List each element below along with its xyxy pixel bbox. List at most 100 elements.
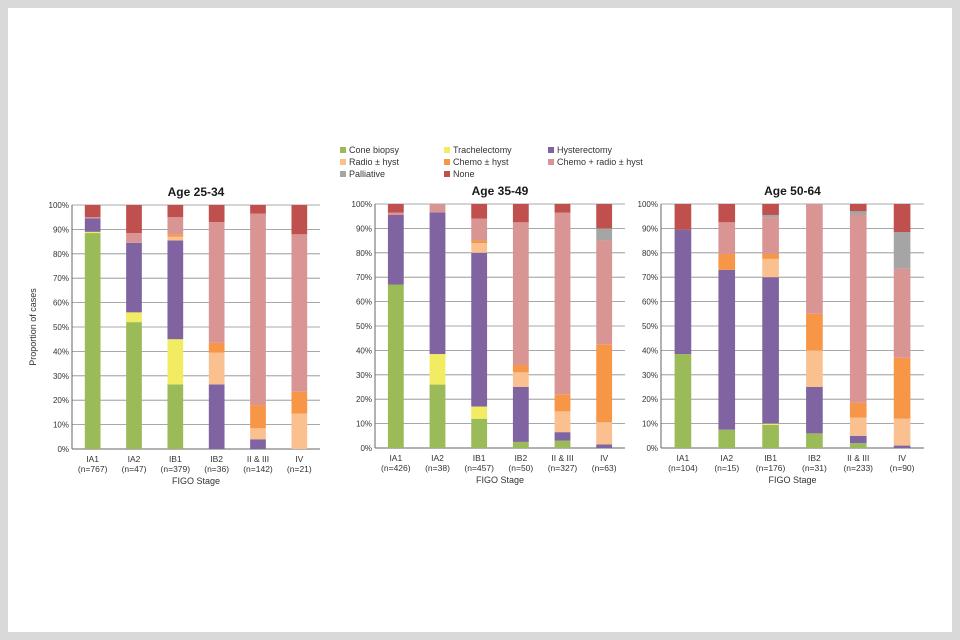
x-tick-label: IA2 xyxy=(128,454,141,464)
bar-chemo-hyst xyxy=(849,402,867,418)
bar-chemo-radio-hyst xyxy=(387,212,404,215)
bar-radio-hyst xyxy=(849,417,867,436)
y-tick-label: 20% xyxy=(53,396,69,405)
bar-chemo-hyst xyxy=(250,405,266,429)
y-tick-label: 30% xyxy=(642,371,658,380)
bar-chemo-hyst xyxy=(762,254,779,259)
bar-radio-hyst xyxy=(250,428,266,440)
bar-hysterectomy xyxy=(512,387,529,442)
bar-none xyxy=(291,205,308,235)
bar-hysterectomy xyxy=(762,277,779,424)
x-tick-label: IA1 xyxy=(677,453,690,463)
bar-chemo-radio-hyst xyxy=(126,233,142,243)
y-tick-label: 0% xyxy=(360,444,372,453)
bar-chemo-radio-hyst xyxy=(291,234,308,392)
bar-trachelectomy xyxy=(762,423,779,425)
bar-hysterectomy xyxy=(893,445,911,448)
x-tick-label: IA1 xyxy=(86,454,99,464)
legend-swatch xyxy=(444,147,450,153)
y-tick-label: 80% xyxy=(53,250,69,259)
bar-chemo-radio-hyst xyxy=(429,204,446,213)
y-tick-label: 20% xyxy=(642,395,658,404)
legend-item-chemo-hyst: Chemo ± hyst xyxy=(444,157,508,167)
bar-hysterectomy xyxy=(596,444,613,448)
bar-chemo-radio-hyst xyxy=(806,204,823,314)
bar-trachelectomy xyxy=(126,312,142,323)
y-tick-label: 60% xyxy=(356,298,372,307)
y-tick-label: 0% xyxy=(57,445,69,454)
x-tick-label: IB2 xyxy=(210,454,223,464)
y-tick-label: 40% xyxy=(53,347,69,356)
bar-hysterectomy xyxy=(250,439,266,449)
bar-none xyxy=(718,204,736,223)
bar-chemo-hyst xyxy=(596,344,613,423)
bar-hysterectomy xyxy=(208,384,225,449)
legend-label: Chemo + radio ± hyst xyxy=(557,157,643,167)
bar-none xyxy=(84,205,101,218)
bar-radio-hyst xyxy=(806,350,823,387)
x-tick-label: IB2 xyxy=(808,453,821,463)
bar-cone-biopsy xyxy=(387,284,404,448)
bar-none xyxy=(893,204,911,233)
bar-chemo-radio-hyst xyxy=(167,217,184,235)
x-axis-title: FIGO Stage xyxy=(172,476,220,486)
bar-chemo-radio-hyst xyxy=(893,268,911,358)
bar-palliative xyxy=(849,211,867,215)
y-tick-label: 30% xyxy=(356,371,372,380)
bar-radio-hyst xyxy=(208,352,225,385)
bar-radio-hyst xyxy=(291,413,308,449)
y-tick-label: 40% xyxy=(642,346,658,355)
bar-radio-hyst xyxy=(512,372,529,387)
bar-radio-hyst xyxy=(893,418,911,446)
y-tick-label: 50% xyxy=(53,323,69,332)
y-tick-label: 30% xyxy=(53,372,69,381)
x-tick-count: (n=142) xyxy=(243,464,273,474)
bar-hysterectomy xyxy=(554,432,571,441)
x-tick-count: (n=233) xyxy=(843,463,873,473)
bar-hysterectomy xyxy=(849,435,867,444)
bar-none xyxy=(471,204,488,219)
y-tick-label: 60% xyxy=(642,298,658,307)
figure-frame: Cone biopsy Trachelectomy Hysterectomy Radi… xyxy=(8,8,952,632)
bar-radio-hyst xyxy=(762,258,779,278)
bar-none xyxy=(208,205,225,223)
bar-cone-biopsy xyxy=(471,418,488,448)
bar-radio-hyst xyxy=(596,422,613,445)
bar-hysterectomy xyxy=(126,242,142,313)
bar-cone-biopsy xyxy=(762,424,779,448)
legend-label: Radio ± hyst xyxy=(349,157,399,167)
bar-chemo-hyst xyxy=(893,357,911,419)
bar-cone-biopsy xyxy=(554,440,571,448)
bar-cone-biopsy xyxy=(512,441,529,448)
y-tick-label: 90% xyxy=(356,224,372,233)
y-tick-label: 0% xyxy=(646,444,658,453)
bar-chemo-radio-hyst xyxy=(208,222,225,343)
bar-chemo-radio-hyst xyxy=(554,212,571,395)
bar-hysterectomy xyxy=(429,212,446,355)
y-tick-label: 70% xyxy=(642,273,658,282)
bar-none xyxy=(250,205,266,214)
bar-chemo-radio-hyst xyxy=(250,213,266,406)
x-tick-count: (n=327) xyxy=(548,463,578,473)
bar-cone-biopsy xyxy=(806,433,823,448)
x-tick-label: IB1 xyxy=(169,454,182,464)
y-tick-label: 90% xyxy=(642,224,658,233)
bar-chemo-hyst xyxy=(167,234,184,237)
legend-label: Chemo ± hyst xyxy=(453,157,509,167)
x-tick-label: IA2 xyxy=(431,453,444,463)
legend-label: Cone biopsy xyxy=(349,145,400,155)
bar-none xyxy=(762,204,779,215)
x-tick-count: (n=767) xyxy=(78,464,108,474)
legend-item-chemo-radio-hyst: Chemo + radio ± hyst xyxy=(548,157,643,167)
y-tick-label: 10% xyxy=(53,421,69,430)
bar-cone-biopsy xyxy=(167,384,184,449)
bar-hysterectomy xyxy=(167,240,184,340)
x-tick-label: IB2 xyxy=(514,453,527,463)
bar-chemo-radio-hyst xyxy=(512,222,529,366)
bar-radio-hyst xyxy=(554,411,571,433)
bar-chemo-hyst xyxy=(512,365,529,373)
legend-swatch xyxy=(548,159,554,165)
y-tick-label: 100% xyxy=(352,200,372,209)
x-tick-label: IB1 xyxy=(473,453,486,463)
bar-cone-biopsy xyxy=(429,384,446,448)
